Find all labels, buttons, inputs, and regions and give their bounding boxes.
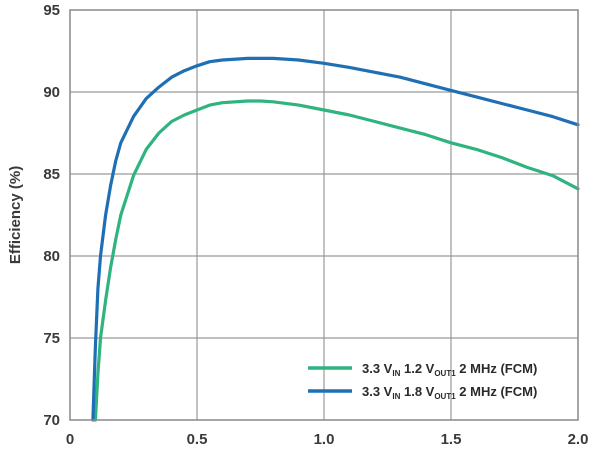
x-tick-label: 1.0 [314, 431, 335, 448]
y-tick-label: 75 [43, 330, 60, 347]
y-axis-title: Efficiency (%) [7, 166, 24, 264]
y-tick-label: 80 [43, 248, 60, 265]
x-tick-label: 0 [66, 431, 74, 448]
y-tick-labels: 70 75 80 85 90 95 [43, 2, 60, 429]
x-tick-label: 1.5 [441, 431, 462, 448]
x-tick-label: 0.5 [187, 431, 208, 448]
series-line-1 [93, 99, 580, 422]
series-line-2 [91, 56, 580, 422]
x-tick-label: 2.0 [568, 431, 589, 448]
y-tick-label: 70 [43, 412, 60, 429]
legend: 3.3 VIN 1.2 VOUT1 2 MHz (FCM) 3.3 VIN 1.8… [308, 361, 537, 401]
plot-frame [69, 9, 579, 421]
y-tick-label: 90 [43, 84, 60, 101]
y-tick-label: 85 [43, 166, 60, 183]
x-tick-labels: 0 0.5 1.0 1.5 2.0 [66, 431, 589, 448]
series-layer [91, 56, 580, 422]
y-tick-label: 95 [43, 2, 60, 19]
legend-label-1: 3.3 VIN 1.2 VOUT1 2 MHz (FCM) [362, 361, 537, 378]
grid [70, 10, 578, 420]
legend-label-2: 3.3 VIN 1.8 VOUT1 2 MHz (FCM) [362, 384, 537, 401]
